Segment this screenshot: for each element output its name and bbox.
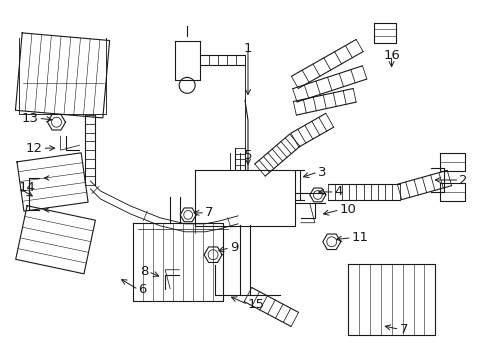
Text: 11: 11 xyxy=(351,231,368,244)
Text: 7: 7 xyxy=(204,206,213,219)
Text: 2: 2 xyxy=(458,174,467,186)
Text: 4: 4 xyxy=(334,185,343,198)
Text: 3: 3 xyxy=(317,166,325,179)
Text: 12: 12 xyxy=(25,141,42,155)
Text: 1: 1 xyxy=(243,42,252,55)
Text: 13: 13 xyxy=(21,112,39,125)
Text: 10: 10 xyxy=(339,203,356,216)
Text: 5: 5 xyxy=(243,149,252,162)
Text: 8: 8 xyxy=(140,265,148,278)
Text: 7: 7 xyxy=(399,323,407,336)
Text: 16: 16 xyxy=(383,49,399,62)
Text: 15: 15 xyxy=(247,298,264,311)
Text: 9: 9 xyxy=(229,241,238,254)
Text: 6: 6 xyxy=(138,283,146,296)
Text: 14: 14 xyxy=(19,181,36,194)
